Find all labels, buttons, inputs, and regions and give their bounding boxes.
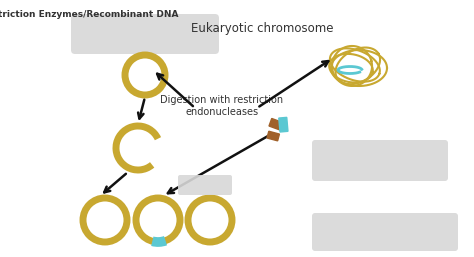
Text: triction Enzymes/Recombinant DNA: triction Enzymes/Recombinant DNA xyxy=(0,10,179,19)
Text: Eukaryotic chromosome: Eukaryotic chromosome xyxy=(191,22,333,35)
Bar xyxy=(267,131,280,141)
Bar xyxy=(269,118,283,130)
FancyBboxPatch shape xyxy=(312,140,448,181)
FancyBboxPatch shape xyxy=(71,14,219,54)
FancyBboxPatch shape xyxy=(312,213,458,251)
FancyBboxPatch shape xyxy=(178,175,232,195)
Bar xyxy=(279,117,288,132)
Text: Digestion with restriction
endonucleases: Digestion with restriction endonucleases xyxy=(160,95,283,117)
